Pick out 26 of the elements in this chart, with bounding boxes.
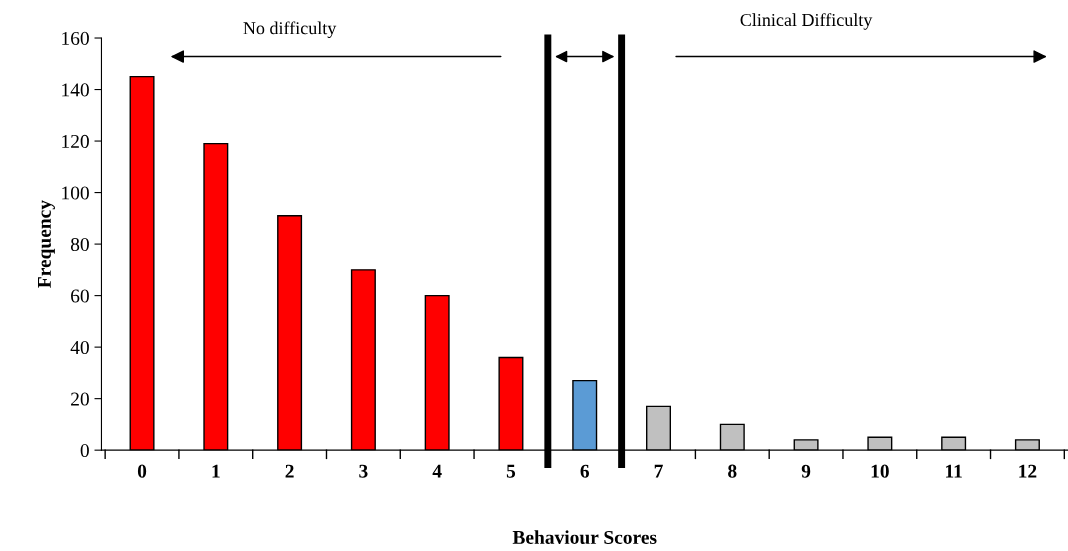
y-tick-label: 100 bbox=[62, 186, 89, 200]
y-tick-label: 80 bbox=[70, 237, 89, 252]
y-tick-label: 60 bbox=[71, 289, 89, 303]
x-tick-label: 4 bbox=[432, 464, 442, 478]
x-tick-label: 3 bbox=[359, 464, 368, 478]
x-tick-label: 5 bbox=[506, 464, 516, 478]
y-axis-title: Frequency bbox=[38, 200, 55, 288]
y-tick-label: 40 bbox=[70, 340, 89, 355]
x-tick-label: 9 bbox=[801, 464, 811, 478]
y-tick-label: 160 bbox=[62, 31, 89, 45]
x-tick-label: 12 bbox=[1019, 464, 1037, 478]
text: Clinical Difficulty bbox=[740, 13, 873, 30]
y-tick-label: 120 bbox=[62, 134, 89, 148]
text: No difficulty bbox=[243, 21, 337, 39]
x-tick-label: 6 bbox=[580, 464, 590, 478]
x-tick-label: 0 bbox=[137, 464, 147, 478]
y-tick-label: 140 bbox=[62, 83, 89, 97]
x-tick-label: 11 bbox=[946, 464, 962, 478]
x-tick-label: 1 bbox=[212, 464, 220, 478]
x-tick-label: 7 bbox=[654, 464, 663, 478]
x-tick-label: 2 bbox=[285, 464, 294, 478]
x-axis-title: Behaviour Scores bbox=[512, 530, 657, 545]
x-tick-label: 8 bbox=[728, 464, 737, 478]
y-tick-label: 0 bbox=[80, 443, 89, 458]
y-tick-label: 20 bbox=[71, 392, 89, 406]
x-tick-label: 10 bbox=[871, 464, 889, 478]
